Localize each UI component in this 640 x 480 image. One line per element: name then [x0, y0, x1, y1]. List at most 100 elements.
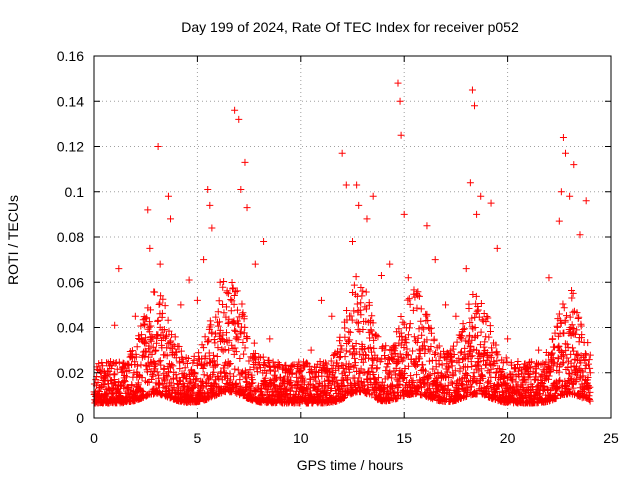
data-point — [175, 376, 183, 384]
data-point — [296, 368, 304, 376]
data-point — [215, 297, 223, 305]
data-point — [190, 381, 198, 389]
data-point — [97, 366, 105, 374]
data-point — [220, 309, 228, 317]
axes: 0 5 10 15 20 25 0 0.02 0.04 0.06 0.08 0.1 0.12 0.14 0.… — [57, 48, 619, 446]
data-point — [559, 300, 567, 308]
data-point — [354, 319, 362, 327]
data-point — [474, 303, 482, 311]
data-point — [179, 358, 187, 366]
data-point — [157, 361, 165, 369]
data-point — [545, 372, 553, 380]
data-point — [111, 359, 119, 367]
data-point — [528, 358, 536, 366]
data-point — [262, 369, 270, 377]
data-point — [369, 370, 377, 378]
data-point — [282, 361, 290, 369]
y-tick-label: 0.02 — [57, 365, 84, 381]
data-point — [176, 365, 184, 373]
data-point — [406, 320, 414, 328]
data-point — [231, 365, 239, 373]
data-point — [514, 357, 522, 365]
data-point — [400, 210, 408, 218]
data-point — [230, 291, 238, 299]
data-point — [169, 341, 177, 349]
data-point — [406, 324, 414, 332]
data-point — [241, 158, 249, 166]
data-point — [352, 273, 360, 281]
data-point — [480, 343, 488, 351]
data-point — [328, 385, 336, 393]
data-point — [208, 224, 216, 232]
data-point — [566, 192, 574, 200]
data-point — [419, 361, 427, 369]
data-point — [240, 350, 248, 358]
data-point — [445, 364, 453, 372]
data-point — [335, 354, 343, 362]
data-point — [333, 359, 341, 367]
data-point — [164, 192, 172, 200]
data-point — [322, 360, 330, 368]
data-point — [214, 308, 222, 316]
data-point — [478, 316, 486, 324]
data-point — [518, 370, 526, 378]
data-point — [240, 312, 248, 320]
data-point — [424, 316, 432, 324]
data-point — [368, 348, 376, 356]
data-point — [566, 313, 574, 321]
data-point — [563, 354, 571, 362]
data-point — [502, 354, 510, 362]
data-point — [287, 381, 295, 389]
data-point — [365, 354, 373, 362]
data-point — [359, 287, 367, 295]
data-point — [568, 380, 576, 388]
data-point — [190, 369, 198, 377]
data-point — [134, 379, 142, 387]
x-tick-label: 10 — [293, 430, 309, 446]
data-point — [356, 306, 364, 314]
data-point — [472, 377, 480, 385]
data-point — [457, 349, 465, 357]
data-point — [546, 367, 554, 375]
data-point — [193, 296, 201, 304]
data-point — [348, 389, 356, 397]
data-point — [448, 362, 456, 370]
data-point — [368, 355, 376, 363]
data-point — [415, 353, 423, 361]
data-point — [109, 390, 117, 398]
data-point — [486, 328, 494, 336]
data-point — [382, 342, 390, 350]
data-point — [431, 256, 439, 264]
data-point — [365, 301, 373, 309]
data-point — [223, 329, 231, 337]
data-point — [216, 278, 224, 286]
data-point — [576, 231, 584, 239]
data-point — [199, 364, 207, 372]
data-point — [111, 370, 119, 378]
data-point — [224, 374, 232, 382]
data-point — [205, 374, 213, 382]
data-point — [381, 355, 389, 363]
data-point — [99, 362, 107, 370]
data-point — [250, 339, 258, 347]
data-point — [156, 260, 164, 268]
data-point — [198, 341, 206, 349]
data-point — [200, 256, 208, 264]
data-point — [233, 383, 241, 391]
data-point — [260, 361, 268, 369]
data-point — [418, 384, 426, 392]
data-point — [347, 362, 355, 370]
data-point — [199, 378, 207, 386]
data-point — [413, 290, 421, 298]
data-point — [155, 301, 163, 309]
x-tick-label: 20 — [500, 430, 516, 446]
data-point — [404, 351, 412, 359]
data-point — [141, 315, 149, 323]
data-point — [366, 334, 374, 342]
data-point — [406, 300, 414, 308]
data-point — [342, 347, 350, 355]
data-point — [308, 370, 316, 378]
data-point — [431, 349, 439, 357]
data-point — [493, 244, 501, 252]
data-point — [487, 353, 495, 361]
